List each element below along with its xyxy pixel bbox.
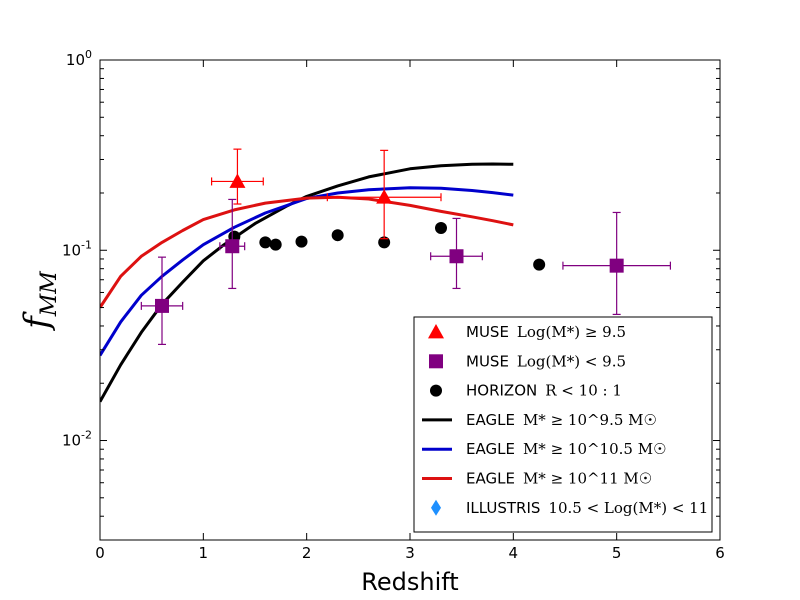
y-tick-exponent: -2: [81, 429, 92, 442]
legend-label-name: EAGLE: [466, 411, 515, 429]
muse-triangle-point: [229, 173, 246, 188]
series-line-eagle-5: [100, 195, 514, 309]
x-tick-label: 0: [95, 544, 105, 562]
x-tick-label: 4: [509, 544, 519, 562]
legend-label-math: M* ≥ 10^11 M☉: [523, 470, 652, 488]
legend-label-name: MUSE: [466, 323, 509, 341]
legend-label: MUSE Log(M*) < 9.5: [466, 352, 626, 370]
legend-label-math: Log(M*) ≥ 9.5: [517, 323, 626, 341]
y-tick-base: 10: [66, 51, 85, 69]
muse-square-point: [155, 298, 169, 313]
muse-square-point: [225, 239, 240, 254]
legend-label-math: M* ≥ 10^9.5 M☉: [523, 411, 657, 429]
horizon-circle-point: [259, 236, 272, 249]
legend-label: MUSE Log(M*) ≥ 9.5: [466, 323, 626, 341]
legend-handle-triangle: [428, 324, 444, 339]
horizon-circle-point: [378, 236, 391, 249]
x-tick-label: 5: [612, 544, 622, 562]
legend-label-math: Log(M*) < 9.5: [517, 352, 626, 370]
x-tick-label: 3: [405, 544, 415, 562]
y-tick-label: 10-1: [62, 238, 92, 259]
legend-label-math: R < 10 : 1: [545, 382, 622, 400]
y-tick-label: 10-2: [62, 429, 92, 450]
legend-label-name: HORIZON: [466, 382, 537, 400]
horizon-circle-point: [533, 258, 546, 271]
x-tick-label: 6: [715, 544, 725, 562]
legend-label-name: EAGLE: [466, 470, 515, 488]
y-axis-title: fMM: [17, 271, 62, 332]
horizon-circle-point: [269, 238, 282, 251]
legend-label: EAGLE M* ≥ 10^11 M☉: [466, 470, 652, 488]
legend-handle-diamond: [431, 499, 441, 516]
legend-label-name: MUSE: [466, 352, 509, 370]
muse-square-point: [609, 258, 624, 273]
legend-box: [413, 316, 713, 533]
y-tick-exponent: -1: [81, 238, 92, 251]
y-tick-base: 10: [62, 241, 81, 259]
legend-label: HORIZON R < 10 : 1: [466, 382, 622, 400]
legend-label-math: 10.5 < Log(M*) < 11: [548, 499, 708, 517]
legend-label-math: M* ≥ 10^10.5 M☉: [523, 440, 667, 458]
legend-label: EAGLE M* ≥ 10^10.5 M☉: [466, 440, 667, 458]
legend-label-name: ILLUSTRIS: [466, 499, 540, 517]
legend-handle-circle: [430, 384, 442, 397]
legend-label-name: EAGLE: [466, 440, 515, 458]
series-line-eagle-4: [100, 186, 514, 357]
y-tick-exponent: 0: [85, 48, 92, 61]
muse-triangle-point: [376, 189, 393, 204]
legend-handle-square: [429, 354, 443, 369]
horizon-circle-point: [295, 235, 308, 248]
horizon-circle-point: [331, 229, 344, 242]
y-tick-label: 100: [66, 48, 92, 69]
y-axis-title-sub: MM: [37, 271, 62, 318]
legend: MUSE Log(M*) ≥ 9.5 MUSE Log(M*) < 9.5 HORIZO…: [413, 316, 713, 533]
horizon-circle-point: [435, 221, 447, 234]
data-layer: [100, 148, 672, 403]
y-tick-base: 10: [62, 432, 81, 450]
x-axis-title: Redshift: [361, 568, 458, 596]
x-tick-label: 1: [199, 544, 209, 562]
muse-square-point: [449, 249, 464, 264]
x-tick-label: 2: [302, 544, 312, 562]
legend-label: EAGLE M* ≥ 10^9.5 M☉: [466, 411, 657, 429]
legend-label: ILLUSTRIS 10.5 < Log(M*) < 11: [466, 499, 708, 517]
